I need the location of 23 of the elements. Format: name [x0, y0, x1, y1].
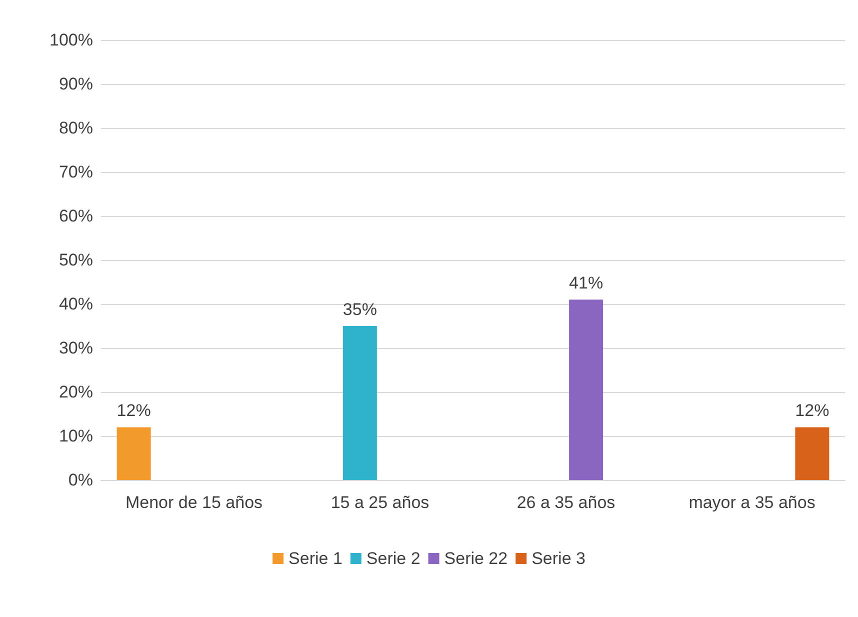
y-tick-label: 70% [58, 162, 93, 182]
y-tick-label: 0% [68, 470, 93, 490]
x-tick-label: Menor de 15 años [125, 493, 263, 512]
x-tick-label: mayor a 35 años [688, 493, 816, 512]
x-tick-label: 15 a 25 años [330, 493, 430, 512]
legend-label: Serie 3 [532, 549, 586, 568]
data-label: 12% [116, 401, 151, 420]
data-label: 41% [569, 274, 604, 293]
legend-label: Serie 22 [444, 549, 508, 568]
y-tick-label: 80% [58, 118, 93, 138]
y-tick-label: 50% [58, 250, 93, 270]
data-label: 12% [795, 401, 830, 420]
y-tick-label: 20% [58, 382, 93, 402]
legend-label: Serie 2 [366, 549, 420, 568]
y-tick-label: 40% [58, 294, 93, 314]
data-label: 35% [342, 300, 377, 319]
y-tick-label: 30% [58, 338, 93, 358]
legend-label: Serie 1 [288, 549, 342, 568]
y-tick-label: 60% [58, 206, 93, 226]
y-tick-label: 10% [58, 426, 93, 446]
y-tick-label: 90% [58, 74, 93, 94]
x-tick-label: 26 a 35 años [516, 493, 616, 512]
y-tick-label: 100% [50, 30, 93, 50]
